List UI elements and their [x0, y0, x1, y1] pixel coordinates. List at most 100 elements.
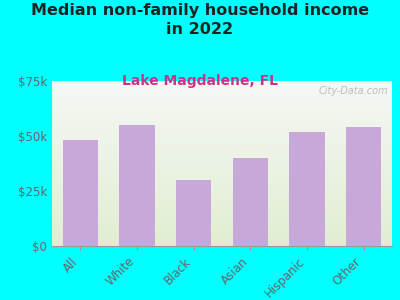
- Bar: [52, 228, 392, 230]
- Bar: [52, 139, 392, 140]
- Bar: [63, 140, 98, 246]
- Bar: [52, 119, 392, 121]
- Bar: [52, 117, 392, 119]
- Bar: [52, 106, 392, 107]
- Bar: [52, 111, 392, 112]
- Bar: [52, 82, 392, 84]
- Bar: [52, 183, 392, 185]
- Bar: [52, 236, 392, 238]
- Bar: [52, 182, 392, 183]
- Bar: [52, 198, 392, 200]
- Bar: [52, 109, 392, 111]
- Bar: [52, 205, 392, 206]
- Bar: [346, 127, 381, 246]
- Bar: [52, 224, 392, 226]
- Bar: [52, 99, 392, 101]
- Bar: [52, 89, 392, 91]
- Bar: [52, 203, 392, 205]
- Bar: [52, 142, 392, 144]
- Bar: [52, 116, 392, 117]
- Bar: [52, 107, 392, 109]
- Bar: [52, 230, 392, 231]
- Bar: [52, 223, 392, 224]
- Bar: [52, 81, 392, 82]
- Bar: [120, 125, 154, 246]
- Bar: [52, 208, 392, 210]
- Bar: [52, 130, 392, 132]
- Bar: [52, 158, 392, 160]
- Bar: [52, 102, 392, 104]
- Bar: [52, 206, 392, 208]
- Bar: [52, 164, 392, 165]
- Bar: [52, 193, 392, 195]
- Bar: [52, 188, 392, 190]
- Bar: [52, 220, 392, 221]
- Bar: [52, 122, 392, 124]
- Bar: [52, 180, 392, 182]
- Bar: [176, 180, 211, 246]
- Bar: [52, 112, 392, 114]
- Bar: [52, 129, 392, 130]
- Bar: [52, 191, 392, 193]
- Bar: [52, 140, 392, 142]
- Bar: [52, 148, 392, 150]
- Bar: [52, 226, 392, 228]
- Bar: [52, 96, 392, 98]
- Bar: [52, 213, 392, 215]
- Bar: [52, 154, 392, 155]
- Text: Lake Magdalene, FL: Lake Magdalene, FL: [122, 74, 278, 88]
- Bar: [52, 155, 392, 157]
- Bar: [52, 195, 392, 196]
- Bar: [52, 170, 392, 172]
- Bar: [52, 144, 392, 145]
- Bar: [52, 157, 392, 158]
- Bar: [52, 114, 392, 116]
- Bar: [52, 202, 392, 203]
- Bar: [52, 215, 392, 216]
- Bar: [52, 91, 392, 92]
- Bar: [52, 175, 392, 177]
- Bar: [52, 132, 392, 134]
- Bar: [52, 190, 392, 192]
- Bar: [52, 94, 392, 96]
- Bar: [52, 221, 392, 223]
- Bar: [52, 187, 392, 188]
- Bar: [52, 165, 392, 167]
- Bar: [52, 150, 392, 152]
- Bar: [52, 124, 392, 125]
- Bar: [52, 235, 392, 236]
- Bar: [52, 177, 392, 178]
- Bar: [52, 145, 392, 147]
- Bar: [52, 211, 392, 213]
- Bar: [52, 101, 392, 102]
- Bar: [52, 84, 392, 86]
- Bar: [52, 88, 392, 89]
- Bar: [52, 178, 392, 180]
- Text: Median non-family household income
in 2022: Median non-family household income in 20…: [31, 3, 369, 37]
- Bar: [52, 231, 392, 233]
- Bar: [52, 160, 392, 162]
- Bar: [52, 98, 392, 99]
- Bar: [52, 216, 392, 218]
- Bar: [52, 125, 392, 127]
- Bar: [52, 152, 392, 154]
- Bar: [52, 162, 392, 164]
- Bar: [52, 104, 392, 106]
- Bar: [52, 86, 392, 88]
- Bar: [290, 132, 324, 246]
- Bar: [52, 136, 392, 137]
- Bar: [52, 196, 392, 198]
- Bar: [52, 127, 392, 129]
- Bar: [52, 92, 392, 94]
- Bar: [52, 147, 392, 148]
- Bar: [52, 167, 392, 168]
- Bar: [52, 239, 392, 241]
- Bar: [52, 134, 392, 135]
- Bar: [52, 218, 392, 220]
- Bar: [52, 233, 392, 235]
- Bar: [52, 241, 392, 243]
- Bar: [52, 244, 392, 246]
- Bar: [52, 172, 392, 173]
- Text: City-Data.com: City-Data.com: [319, 86, 389, 96]
- Bar: [52, 137, 392, 139]
